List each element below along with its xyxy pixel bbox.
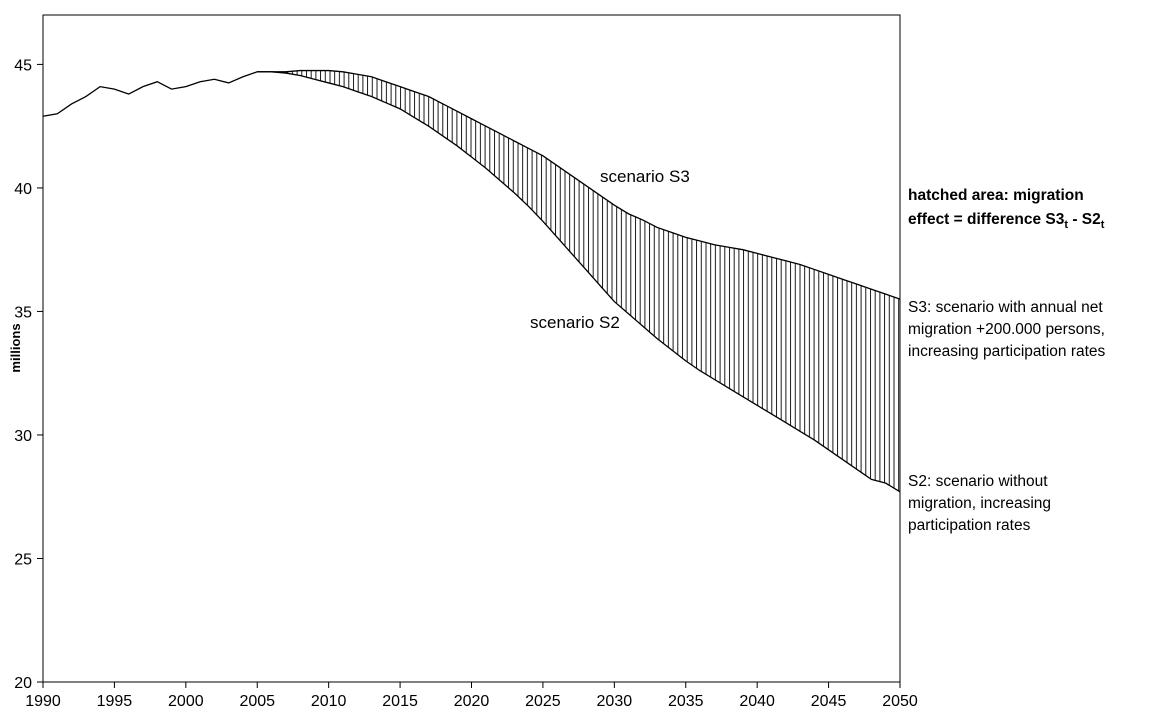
- x-tick-label: 1995: [97, 693, 133, 710]
- s2-note: participation rates: [908, 517, 1031, 534]
- s3-note: increasing participation rates: [908, 343, 1106, 360]
- s2-note: S2: scenario without: [908, 473, 1048, 490]
- hatch-note: effect = difference S3t - S2t: [908, 211, 1105, 231]
- y-tick-label: 20: [14, 675, 32, 692]
- hatched-area: [257, 70, 900, 492]
- x-tick-label: 2025: [525, 693, 561, 710]
- hatch-note-part: - S2: [1068, 211, 1101, 228]
- y-tick-label: 25: [14, 551, 32, 568]
- x-tick-label: 2015: [382, 693, 418, 710]
- x-tick-label: 2035: [668, 693, 704, 710]
- y-axis-label: millions: [8, 323, 23, 372]
- x-tick-label: 2045: [811, 693, 847, 710]
- series-label: scenario S2: [530, 313, 620, 332]
- x-tick-label: 2000: [168, 693, 204, 710]
- y-tick-label: 45: [14, 57, 32, 74]
- x-tick-label: 2005: [239, 693, 275, 710]
- hatch-note: hatched area: migration: [908, 187, 1084, 204]
- hatch-note-sub: t: [1064, 219, 1068, 231]
- x-tick-label: 2010: [311, 693, 347, 710]
- x-tick-label: 1990: [25, 693, 61, 710]
- s2-note: migration, increasing: [908, 495, 1051, 512]
- series-line: [42, 69, 901, 300]
- x-tick-label: 2020: [454, 693, 490, 710]
- y-tick-label: 35: [14, 304, 32, 321]
- series-line: [257, 71, 901, 493]
- x-tick-label: 2050: [882, 693, 918, 710]
- y-tick-label: 30: [14, 428, 32, 445]
- s3-note: migration +200.000 persons,: [908, 321, 1105, 338]
- hatch-note-sub: t: [1101, 219, 1105, 231]
- y-tick-label: 40: [14, 181, 32, 198]
- series-label: scenario S3: [600, 167, 690, 186]
- s3-note: S3: scenario with annual net: [908, 299, 1103, 316]
- hatch-note-part: effect = difference S3: [908, 211, 1065, 228]
- x-tick-label: 2030: [597, 693, 633, 710]
- x-tick-label: 2040: [739, 693, 775, 710]
